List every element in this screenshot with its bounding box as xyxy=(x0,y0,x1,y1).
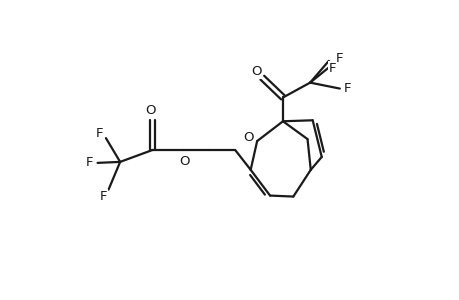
Text: F: F xyxy=(343,82,350,95)
Text: F: F xyxy=(95,127,103,140)
Text: O: O xyxy=(146,104,156,117)
Text: O: O xyxy=(251,65,261,78)
Text: F: F xyxy=(99,190,106,203)
Text: F: F xyxy=(336,52,343,65)
Text: F: F xyxy=(86,156,93,169)
Text: F: F xyxy=(328,62,336,75)
Text: O: O xyxy=(243,131,253,144)
Text: O: O xyxy=(179,155,189,168)
